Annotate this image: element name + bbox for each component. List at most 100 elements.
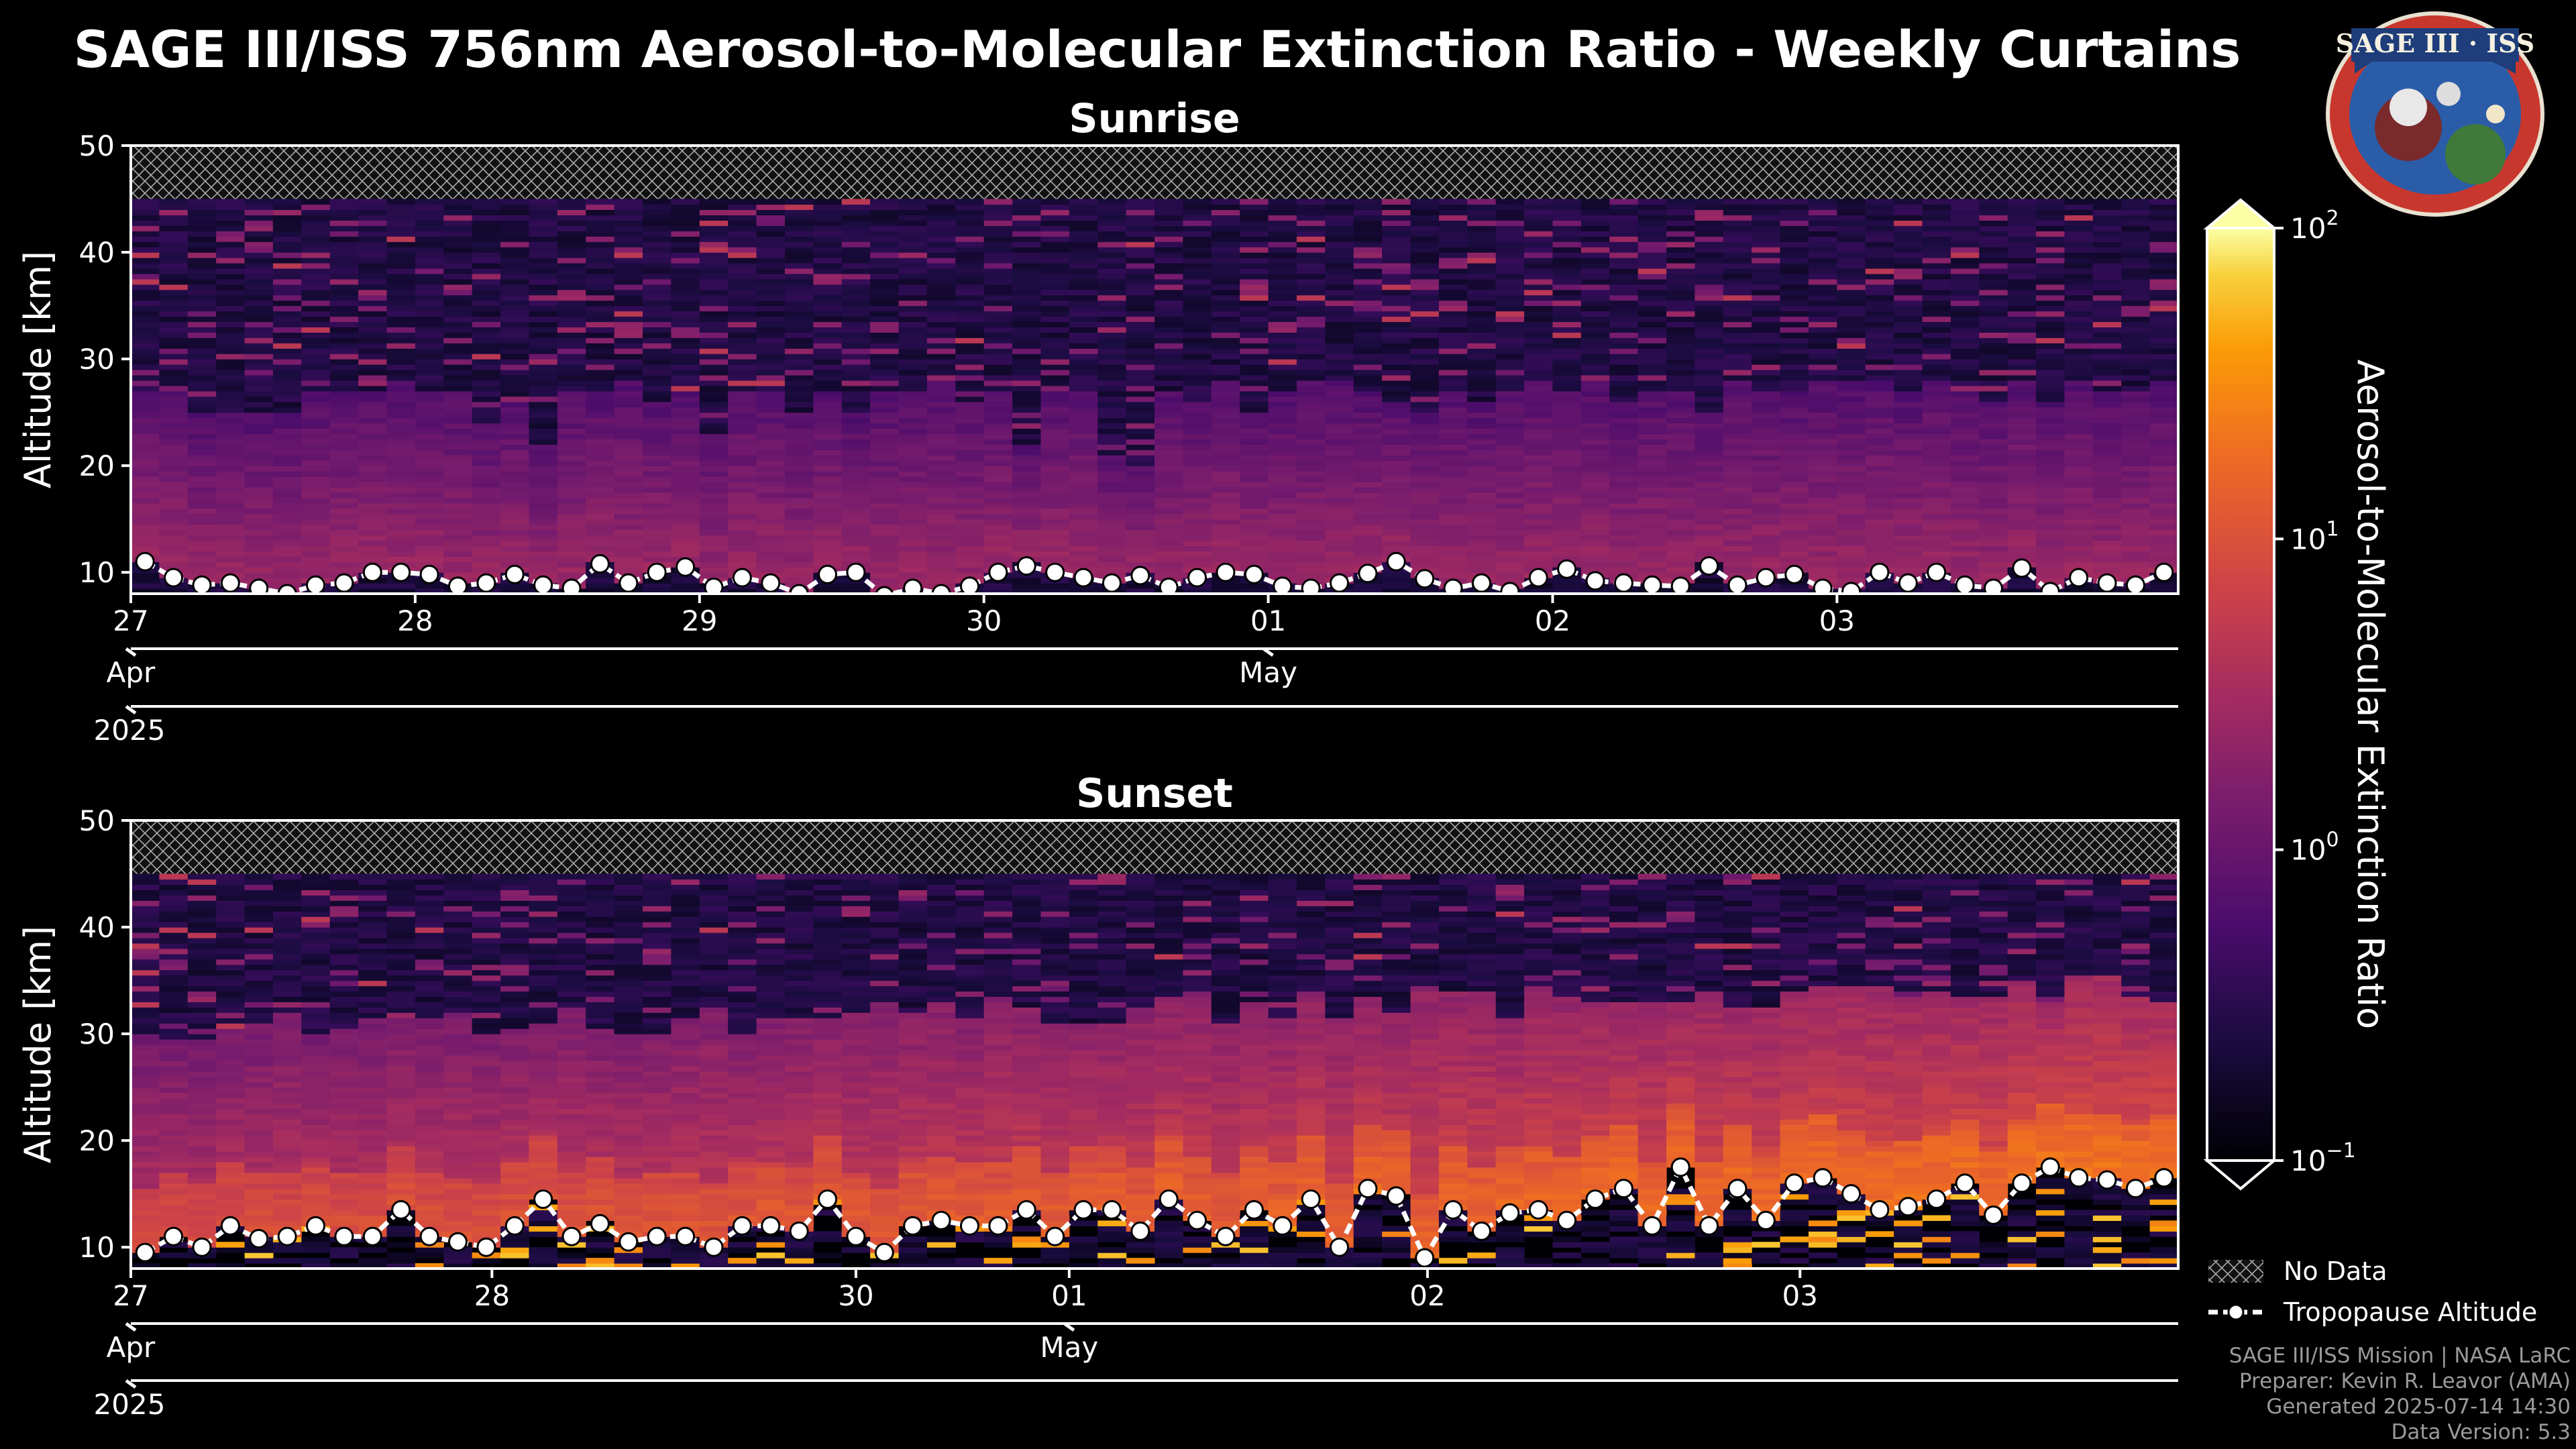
heatmap-cell [955,289,985,296]
heatmap-cell [1524,390,1554,397]
heatmap-cell [1012,396,1042,402]
heatmap-cell [1268,262,1297,269]
heatmap-cell [983,289,1013,296]
heatmap-cell [1240,497,1269,504]
heatmap-cell [2007,486,2037,493]
heatmap-cell [244,247,274,253]
heatmap-cell [1097,513,1127,520]
heatmap-cell [1211,486,1240,493]
heatmap-cell [841,439,871,445]
heatmap-cell [244,262,274,269]
heatmap-cell [1126,492,1155,498]
heatmap-cell [1495,209,1525,215]
heatmap-cell [131,524,160,531]
heatmap-cell [2007,220,2037,226]
heatmap-cell [955,482,985,488]
heatmap-cell [1922,278,1951,285]
heatmap-cell [1211,380,1240,386]
heatmap-cell [500,385,530,392]
heatmap-cell [1126,262,1155,269]
heatmap-cell [1155,278,1183,285]
heatmap-cell [1723,225,1752,231]
heatmap-cell [216,471,246,477]
heatmap-cell [1495,529,1525,536]
heatmap-cell [1638,289,1667,296]
heatmap-cell [1268,407,1297,413]
heatmap-cell [1296,268,1326,274]
heatmap-cell [1438,305,1468,312]
heatmap-cell [1069,417,1098,424]
heatmap-cell [1183,354,1212,360]
heatmap-cell [159,466,189,472]
heatmap-cell [841,300,871,307]
heatmap-cell [529,258,558,264]
heatmap-cell [386,370,416,376]
heatmap-cell [1382,294,1411,301]
heatmap-cell [1296,556,1326,562]
heatmap-cell [1808,428,1837,435]
heatmap-cell [244,231,274,237]
heatmap-cell [159,348,189,354]
heatmap-cell [1268,311,1297,317]
heatmap-cell [386,220,416,226]
heatmap-cell [699,225,729,231]
heatmap-cell [898,220,928,226]
heatmap-cell [272,332,302,338]
heatmap-cell [586,492,615,498]
heatmap-cell [1950,407,1980,413]
heatmap-cell [1524,535,1554,541]
heatmap-cell [1894,359,1923,365]
heatmap-cell [329,502,359,509]
heatmap-cell [1495,321,1525,327]
heatmap-cell [1353,380,1383,386]
heatmap-cell [358,231,388,237]
heatmap-cell [1865,508,1894,515]
heatmap-cell [244,476,274,482]
heatmap-cell [1069,300,1098,307]
heatmap-cell [216,561,246,568]
heatmap-cell [1012,551,1042,557]
heatmap-cell [187,348,217,354]
heatmap-cell [586,513,615,520]
heatmap-cell [1979,466,2008,472]
heatmap-cell [2007,252,2037,258]
heatmap-cell [1638,204,1667,211]
heatmap-cell [870,492,900,498]
heatmap-cell [1126,374,1155,381]
heatmap-cell [1353,529,1383,536]
heatmap-cell [386,407,416,413]
heatmap-cell [1040,439,1070,445]
heatmap-cell [1552,433,1582,439]
heatmap-cell [244,199,274,205]
heatmap-cell [1922,455,1951,461]
heatmap-cell [329,519,359,525]
heatmap-cell [187,508,217,515]
heatmap-cell [671,305,700,312]
heatmap-cell [272,364,302,370]
heatmap-cell [1126,327,1155,333]
heatmap-cell [671,401,700,408]
heatmap-cell [1894,513,1923,520]
heatmap-cell [699,444,729,450]
heatmap-cell [614,407,643,413]
heatmap-cell [813,535,843,541]
heatmap-cell [1780,359,1809,365]
heatmap-cell [1950,311,1980,317]
heatmap-cell [272,572,302,578]
heatmap-cell [1467,502,1497,509]
heatmap-cell [1040,551,1070,557]
heatmap-cell [614,455,643,461]
heatmap-cell [643,471,672,477]
heatmap-cell [1240,551,1269,557]
heatmap-cell [756,294,786,301]
heatmap-cell [1752,370,1781,376]
heatmap-cell [1609,311,1639,317]
heatmap-cell [131,204,160,211]
heatmap-cell [1752,337,1781,343]
heatmap-cell [1666,535,1695,541]
heatmap-cell [1524,423,1554,429]
heatmap-cell [1353,258,1383,264]
heatmap-cell [1865,316,1894,323]
heatmap-cell [159,247,189,253]
heatmap-cell [1467,535,1497,541]
